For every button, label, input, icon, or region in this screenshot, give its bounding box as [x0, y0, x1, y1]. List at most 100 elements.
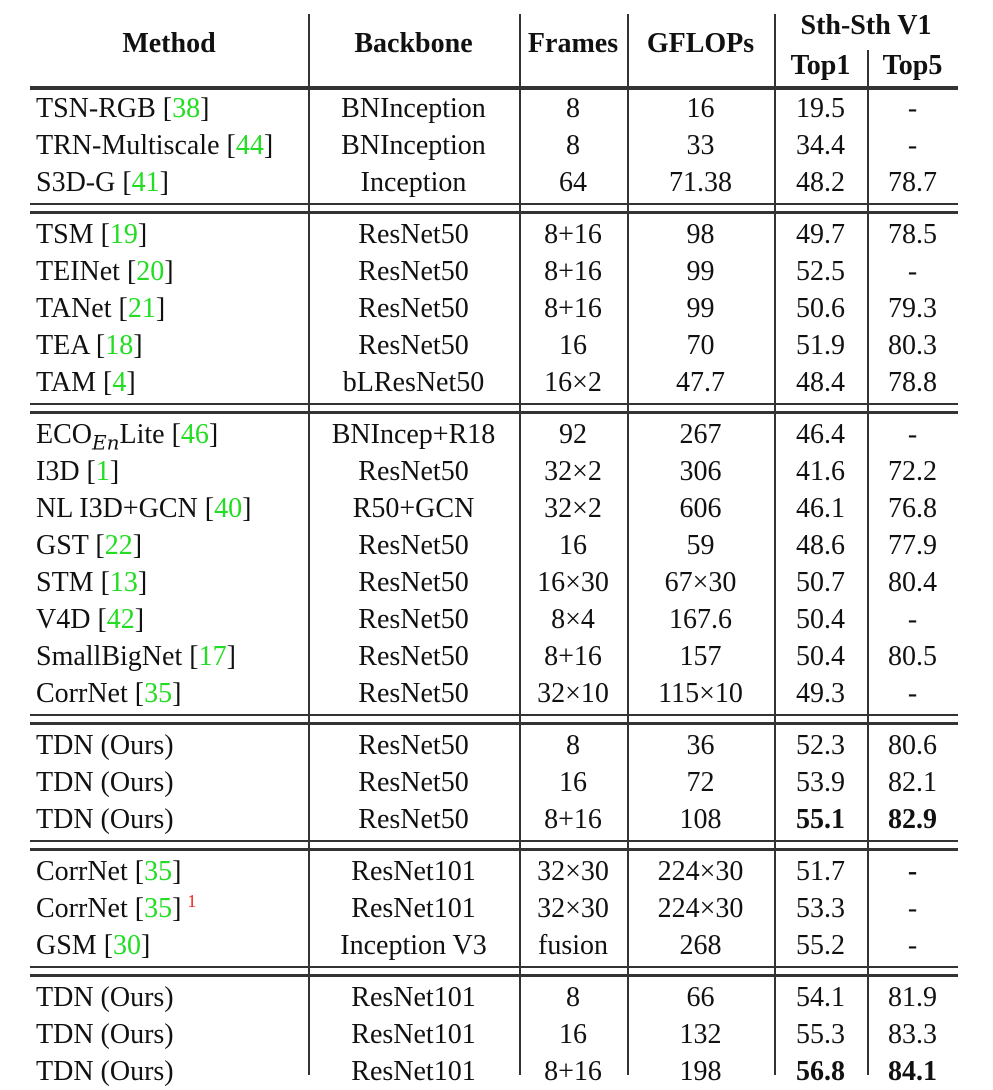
frames-cell: 8+16: [544, 1056, 602, 1087]
group-divider: [30, 411, 958, 414]
header-top5: Top5: [882, 50, 943, 81]
top5-cell: -: [907, 130, 918, 161]
backbone-cell: ResNet50: [358, 641, 469, 672]
frames-cell: 8: [566, 130, 580, 161]
backbone-cell: ResNet101: [351, 893, 476, 924]
method-name: GSM: [36, 930, 97, 961]
top5-cell: 80.5: [888, 641, 937, 672]
method-cell: GSM [30]: [36, 930, 151, 961]
method-cell: TEINet [20]: [36, 256, 174, 287]
top5-cell: -: [907, 256, 918, 287]
gflops-cell: 70: [686, 330, 715, 361]
gflops-cell: 224×30: [657, 856, 744, 887]
column-divider: [867, 50, 869, 1075]
top5-cell: 84.1: [888, 1056, 937, 1087]
top5-cell: 81.9: [888, 982, 937, 1013]
gflops-cell: 157: [679, 641, 722, 672]
frames-cell: 64: [559, 167, 587, 198]
citation-link[interactable]: 46: [180, 419, 209, 450]
method-name: TDN (Ours): [36, 1019, 174, 1050]
citation-link[interactable]: 41: [131, 167, 160, 198]
gflops-cell: 99: [686, 256, 715, 287]
frames-cell: 8: [566, 730, 580, 761]
citation-link[interactable]: 20: [136, 256, 165, 287]
citation-link[interactable]: 42: [106, 604, 135, 635]
top5-cell: -: [907, 419, 918, 450]
backbone-cell: R50+GCN: [352, 493, 475, 524]
table-row: TSN-RGB [38] BNInception 8 16 19.5 -: [30, 90, 958, 127]
gflops-cell: 306: [679, 456, 722, 487]
top1-cell: 48.6: [796, 530, 845, 561]
method-name: STM: [36, 567, 94, 598]
method-cell: TEA [18]: [36, 330, 143, 361]
method-name: NL I3D+GCN: [36, 493, 198, 524]
table-row: GST [22] ResNet50 16 59 48.6 77.9: [30, 527, 958, 564]
citation-link[interactable]: 38: [172, 93, 201, 124]
backbone-cell: ResNet101: [351, 856, 476, 887]
top5-cell: 77.9: [888, 530, 937, 561]
top1-cell: 55.3: [796, 1019, 845, 1050]
method-name: GST: [36, 530, 89, 561]
citation-link[interactable]: 30: [113, 930, 142, 961]
gflops-cell: 167.6: [669, 604, 732, 635]
citation-link[interactable]: 17: [198, 641, 227, 672]
citation-link[interactable]: 44: [235, 130, 264, 161]
gflops-cell: 115×10: [658, 678, 743, 709]
backbone-cell: Inception: [360, 167, 467, 198]
backbone-cell: bLResNet50: [342, 367, 485, 398]
method-name: CorrNet: [36, 893, 128, 924]
table-row: TANet [21] ResNet50 8+16 99 50.6 79.3: [30, 290, 958, 327]
method-name: SmallBigNet: [36, 641, 183, 672]
table-row: GSM [30] Inception V3 fusion 268 55.2 -: [30, 927, 958, 964]
method-name: TSN-RGB: [36, 93, 156, 124]
citation-link[interactable]: 35: [144, 678, 173, 709]
backbone-cell: ResNet50: [358, 730, 469, 761]
frames-cell: 16×2: [544, 367, 602, 398]
frames-cell: 8+16: [544, 293, 602, 324]
citation-link[interactable]: 40: [214, 493, 243, 524]
gflops-cell: 72: [686, 767, 715, 798]
top1-cell: 53.3: [796, 893, 845, 924]
frames-cell: 32×30: [537, 893, 609, 924]
gflops-cell: 267: [679, 419, 722, 450]
citation-link[interactable]: 35: [144, 856, 173, 887]
group-divider: [30, 966, 958, 968]
citation-link[interactable]: 13: [109, 567, 138, 598]
top5-cell: -: [907, 93, 918, 124]
table-row: TDN (Ours) ResNet101 16 132 55.3 83.3: [30, 1016, 958, 1053]
group-divider: [30, 974, 958, 977]
top1-cell: 19.5: [796, 93, 845, 124]
citation-link[interactable]: 18: [105, 330, 134, 361]
method-name: CorrNet: [36, 678, 128, 709]
citation-link[interactable]: 19: [109, 219, 138, 250]
column-divider: [308, 14, 310, 1075]
citation-link[interactable]: 21: [127, 293, 156, 324]
footnote-marker[interactable]: 1: [187, 890, 197, 911]
citation-link[interactable]: 4: [112, 367, 127, 398]
method-suffix: Lite: [119, 419, 165, 450]
method-cell: TDN (Ours): [30, 979, 308, 1016]
frames-cell: 8×4: [551, 604, 595, 635]
method-cell: TDN (Ours): [30, 1053, 308, 1090]
backbone-cell: ResNet101: [351, 1056, 476, 1087]
citation-link[interactable]: 35: [144, 893, 173, 924]
citation-link[interactable]: 22: [104, 530, 133, 561]
method-cell: SmallBigNet [17]: [36, 641, 236, 672]
citation-link[interactable]: 1: [95, 456, 110, 487]
method-name: TDN (Ours): [36, 804, 174, 835]
backbone-cell: ResNet50: [358, 767, 469, 798]
method-cell: TAM [4]: [36, 367, 136, 398]
table-row: TRN-Multiscale [44] BNInception 8 33 34.4 -: [30, 127, 958, 164]
gflops-cell: 66: [686, 982, 715, 1013]
top1-cell: 55.1: [796, 804, 845, 835]
method-subscript: En: [92, 430, 120, 455]
group-divider: [30, 722, 958, 725]
backbone-cell: ResNet50: [358, 804, 469, 835]
top5-cell: -: [907, 893, 918, 924]
top1-cell: 52.5: [796, 256, 845, 287]
method-name: TEINet: [36, 256, 120, 287]
top1-cell: 49.7: [796, 219, 845, 250]
method-name: TDN (Ours): [36, 767, 174, 798]
method-name: TRN-Multiscale: [36, 130, 220, 161]
top5-cell: 78.5: [888, 219, 937, 250]
